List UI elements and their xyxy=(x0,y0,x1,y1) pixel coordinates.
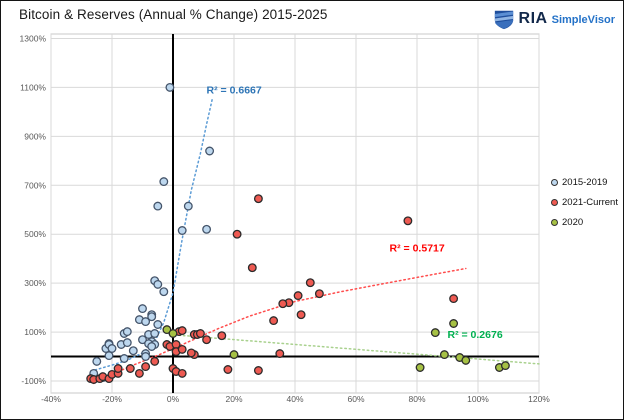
data-point-2015-2019 xyxy=(153,320,163,329)
data-point-2021-Current xyxy=(269,316,279,326)
data-point-2021-Current xyxy=(202,335,212,345)
data-point-2020 xyxy=(168,329,178,338)
x-axis-tick-label: 100% xyxy=(467,394,489,404)
legend-marker-icon xyxy=(551,219,558,226)
data-point-2015-2019 xyxy=(141,317,151,327)
r2-label-2015-2019: R² = 0.6667 xyxy=(207,85,262,97)
data-point-2015-2019 xyxy=(128,346,138,356)
data-point-2021-Current xyxy=(113,364,123,373)
data-point-2015-2019 xyxy=(141,352,151,361)
x-axis-tick-label: 40% xyxy=(286,394,303,404)
ria-simplevisor-logo: RIA SimpleVisor xyxy=(493,8,615,30)
data-point-2015-2019 xyxy=(147,312,157,322)
data-point-2015-2019 xyxy=(153,201,163,211)
data-point-2021-Current xyxy=(449,294,459,304)
data-point-2021-Current xyxy=(177,368,187,378)
data-point-2015-2019 xyxy=(92,356,102,366)
data-point-2021-Current xyxy=(141,362,151,372)
data-point-2015-2019 xyxy=(138,335,147,345)
x-axis-tick-label: -20% xyxy=(102,394,122,404)
data-point-2020 xyxy=(461,355,471,365)
data-point-2020 xyxy=(430,328,440,338)
legend-marker-icon xyxy=(551,199,558,206)
x-axis-tick-label: -40% xyxy=(41,394,61,404)
y-axis-tick-label: 100% xyxy=(24,327,46,337)
data-point-2015-2019 xyxy=(119,354,129,363)
data-point-2015-2019 xyxy=(107,344,117,353)
data-point-2015-2019 xyxy=(159,177,169,187)
legend-label: 2021-Current xyxy=(562,197,618,208)
x-axis-tick-label: 60% xyxy=(347,394,364,404)
data-point-2021-Current xyxy=(278,299,288,309)
r2-label-2020: R² = 0.2676 xyxy=(448,329,503,341)
data-point-2020 xyxy=(229,350,239,360)
chart-title: Bitcoin & Reserves (Annual % Change) 201… xyxy=(19,7,328,22)
data-point-2021-Current xyxy=(223,365,233,374)
legend-label: 2015-2019 xyxy=(562,177,608,188)
legend-marker-icon xyxy=(551,179,558,186)
data-point-2020 xyxy=(162,325,172,335)
y-axis-tick-label: 500% xyxy=(24,229,46,239)
data-point-2021-Current xyxy=(150,356,160,366)
data-point-2021-Current xyxy=(186,348,196,358)
x-axis-tick-label: 80% xyxy=(408,394,425,404)
y-axis-tick-label: 1300% xyxy=(20,34,47,44)
data-point-2021-Current xyxy=(232,229,242,239)
trendline-2020 xyxy=(169,333,540,365)
data-point-2021-Current xyxy=(403,216,413,226)
data-point-2021-Current xyxy=(177,344,187,354)
data-point-2021-Current xyxy=(247,263,257,273)
legend: 2015-2019 2021-Current 2020 xyxy=(551,177,618,228)
data-point-2021-Current xyxy=(275,349,285,359)
data-point-2015-2019 xyxy=(122,338,132,348)
data-point-2021-Current xyxy=(125,364,135,373)
legend-item-2021-Current: 2021-Current xyxy=(551,197,618,208)
data-point-2015-2019 xyxy=(183,201,193,211)
data-point-2020 xyxy=(500,361,510,371)
data-point-2021-Current xyxy=(177,326,187,336)
legend-label: 2020 xyxy=(562,217,584,228)
legend-item-2020: 2020 xyxy=(551,217,618,228)
logo-product-text: SimpleVisor xyxy=(551,14,615,26)
data-point-2021-Current xyxy=(195,329,205,338)
data-point-2015-2019 xyxy=(177,226,187,235)
x-axis-tick-label: 20% xyxy=(225,394,242,404)
data-point-2021-Current xyxy=(305,278,315,288)
data-point-2021-Current xyxy=(296,310,306,320)
data-point-2021-Current xyxy=(253,194,263,204)
data-point-2015-2019 xyxy=(104,351,114,361)
data-point-2021-Current xyxy=(253,366,263,375)
data-point-2020 xyxy=(415,363,425,372)
ria-shield-icon xyxy=(494,10,513,30)
data-point-2015-2019 xyxy=(122,327,132,337)
data-point-2021-Current xyxy=(217,331,227,341)
data-point-2015-2019 xyxy=(205,146,215,156)
y-axis-tick-label: -100% xyxy=(21,376,46,386)
y-axis-tick-label: 700% xyxy=(24,180,46,190)
legend-item-2015-2019: 2015-2019 xyxy=(551,177,618,188)
data-point-2015-2019 xyxy=(150,329,160,338)
data-point-2015-2019 xyxy=(202,224,212,234)
data-point-2015-2019 xyxy=(147,342,157,351)
logo-brand-text: RIA xyxy=(518,10,548,27)
y-axis-tick-label: 1100% xyxy=(20,82,46,92)
data-point-2015-2019 xyxy=(153,279,163,289)
r2-label-2021-Current: R² = 0.5717 xyxy=(390,242,445,254)
data-point-2021-Current xyxy=(293,291,303,301)
data-point-2015-2019 xyxy=(159,287,169,297)
y-axis-tick-label: 900% xyxy=(24,131,46,141)
data-point-2015-2019 xyxy=(138,304,147,314)
data-point-2021-Current xyxy=(314,289,324,299)
data-point-2020 xyxy=(439,350,449,360)
data-point-2021-Current xyxy=(134,368,144,378)
y-axis-tick-label: 300% xyxy=(24,278,46,288)
data-point-2020 xyxy=(449,319,459,328)
data-point-2015-2019 xyxy=(165,82,175,92)
x-axis-tick-label: 120% xyxy=(528,394,550,404)
x-axis-tick-label: 0% xyxy=(167,394,180,404)
